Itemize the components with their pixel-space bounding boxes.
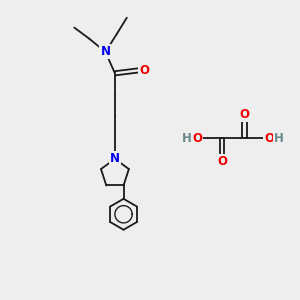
Text: N: N (110, 152, 120, 165)
Text: H: H (274, 132, 284, 145)
Text: O: O (217, 155, 227, 168)
Text: N: N (100, 45, 110, 58)
Text: O: O (139, 64, 149, 77)
Text: O: O (193, 132, 202, 145)
Text: O: O (239, 108, 250, 121)
Text: O: O (264, 132, 274, 145)
Text: H: H (182, 132, 192, 145)
